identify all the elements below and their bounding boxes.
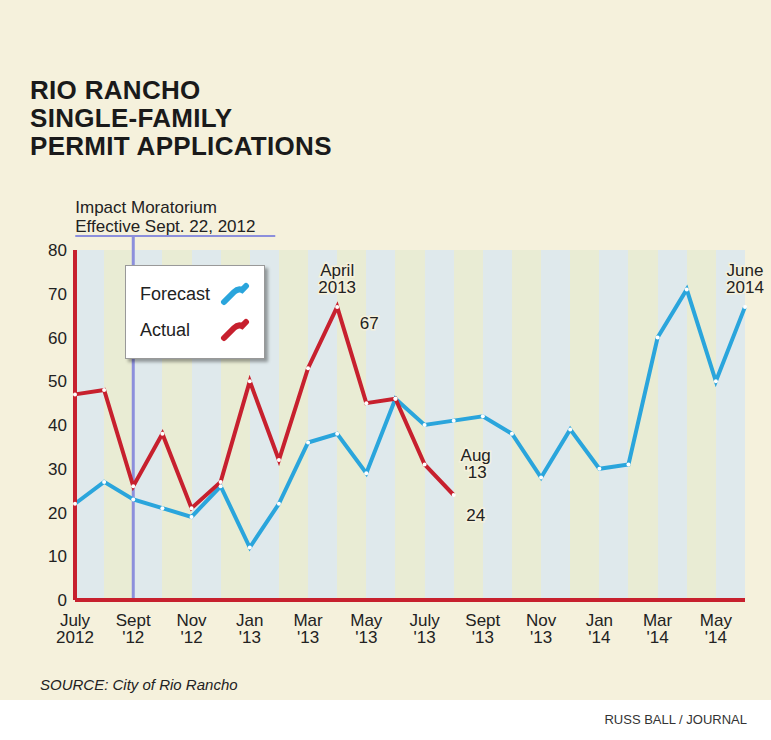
svg-text:30: 30 xyxy=(48,460,67,479)
svg-text:10: 10 xyxy=(48,547,67,566)
svg-text:Jan'13: Jan'13 xyxy=(236,611,263,647)
svg-text:April2013: April2013 xyxy=(318,261,356,297)
svg-text:60: 60 xyxy=(48,329,67,348)
svg-text:Nov'12: Nov'12 xyxy=(176,611,207,647)
svg-text:24: 24 xyxy=(466,506,485,525)
svg-text:Sept'12: Sept'12 xyxy=(116,611,151,647)
html-text:RUSS BALL / JOURNAL: RUSS BALL / JOURNAL xyxy=(604,712,747,727)
svg-text:Mar'13: Mar'13 xyxy=(293,611,323,647)
svg-text:80: 80 xyxy=(48,241,67,260)
svg-text:Mar'14: Mar'14 xyxy=(643,611,673,647)
svg-text:July'13: July'13 xyxy=(409,611,440,647)
svg-text:Aug'13: Aug'13 xyxy=(461,446,491,482)
svg-text:70: 70 xyxy=(48,285,67,304)
svg-text:July2012: July2012 xyxy=(56,611,94,647)
html-text:Forecast: Forecast xyxy=(140,283,210,304)
svg-text:May'13: May'13 xyxy=(350,611,383,647)
html-text:PERMIT APPLICATIONS: PERMIT APPLICATIONS xyxy=(30,131,332,161)
svg-text:Nov'13: Nov'13 xyxy=(526,611,557,647)
svg-text:Impact MoratoriumEffective Sep: Impact MoratoriumEffective Sept. 22, 201… xyxy=(75,198,255,236)
svg-text:20: 20 xyxy=(48,504,67,523)
svg-text:50: 50 xyxy=(48,372,67,391)
svg-text:Sept'13: Sept'13 xyxy=(465,611,500,647)
html-text:SOURCE: City of Rio Rancho: SOURCE: City of Rio Rancho xyxy=(40,676,238,693)
svg-text:67: 67 xyxy=(360,314,379,333)
html-text:RIO RANCHO: RIO RANCHO xyxy=(30,75,201,105)
svg-text:May'14: May'14 xyxy=(700,611,733,647)
html-text:SINGLE-FAMILY: SINGLE-FAMILY xyxy=(30,103,233,133)
svg-text:Jan'14: Jan'14 xyxy=(586,611,613,647)
svg-text:June2014: June2014 xyxy=(726,261,764,297)
svg-text:40: 40 xyxy=(48,416,67,435)
svg-text:0: 0 xyxy=(58,591,67,610)
html-text:Actual: Actual xyxy=(140,319,190,340)
